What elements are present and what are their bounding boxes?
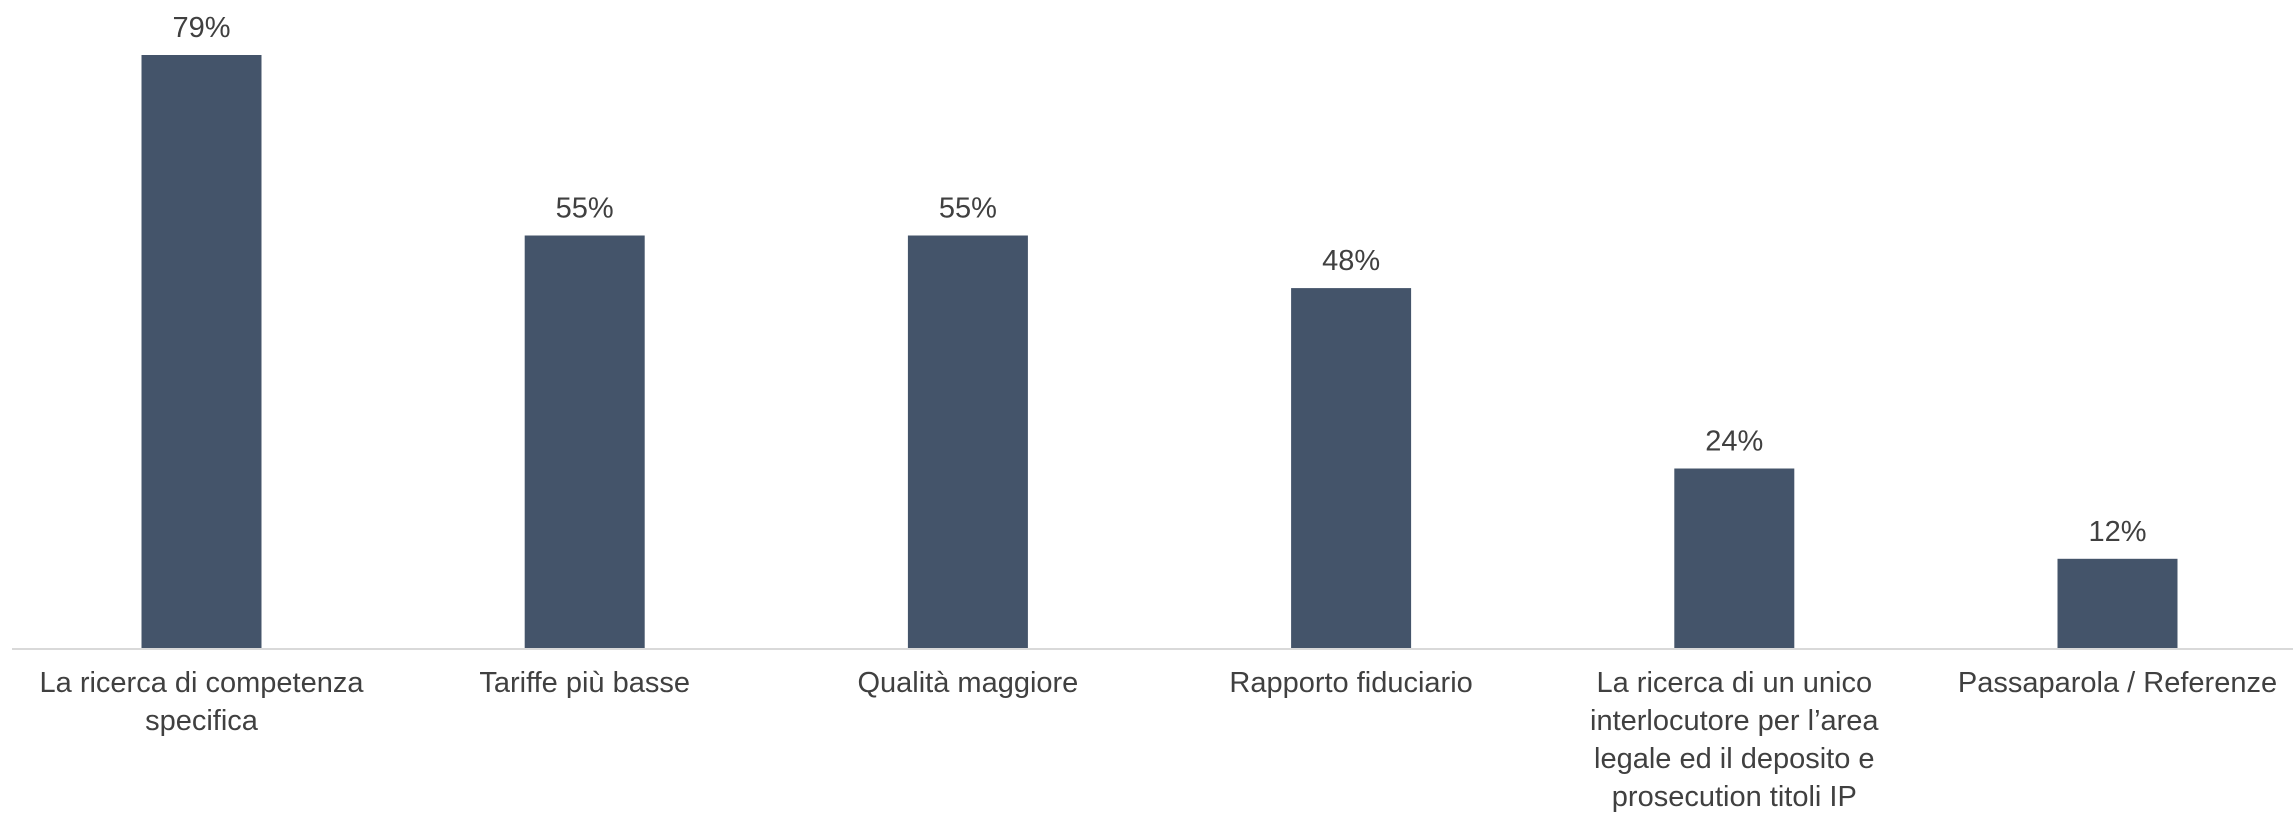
data-label-3: 55% [939, 193, 997, 225]
category-label-4: Rapporto fiduciario [1229, 667, 1472, 699]
bar-6 [2057, 558, 2178, 649]
category-label-line: La ricerca di competenza [40, 667, 365, 699]
category-label-line: Passaparola / Referenze [1958, 667, 2277, 699]
category-label-line: prosecution titoli IP [1612, 781, 1857, 813]
category-label-2: Tariffe più basse [479, 667, 690, 699]
category-labels-group: La ricerca di competenza specifica Tariffe… [40, 667, 2278, 813]
bar-2 [524, 235, 645, 649]
bar-5 [1674, 468, 1795, 649]
data-label-1: 79% [172, 12, 230, 44]
category-label-line: interlocutore per l’area [1590, 705, 1879, 737]
data-label-6: 12% [2088, 516, 2146, 548]
category-label-line: specifica [145, 705, 259, 737]
data-labels-group: 79% 55% 55% 48% 24% 12% [172, 12, 2146, 548]
category-label-line: Rapporto fiduciario [1229, 667, 1472, 699]
bar-4 [1291, 288, 1412, 649]
category-label-5: La ricerca di un unico interlocutore per … [1590, 667, 1879, 813]
category-label-6: Passaparola / Referenze [1958, 667, 2277, 699]
bar-1 [141, 55, 262, 649]
data-label-2: 55% [556, 193, 614, 225]
data-label-5: 24% [1705, 426, 1763, 458]
category-label-line: La ricerca di un unico [1596, 667, 1872, 699]
bars-group [141, 55, 2178, 649]
category-label-line: legale ed il deposito e [1594, 743, 1875, 775]
category-label-3: Qualità maggiore [857, 667, 1078, 699]
bar-3 [907, 235, 1028, 649]
data-label-4: 48% [1322, 245, 1380, 277]
category-label-line: Tariffe più basse [479, 667, 690, 699]
category-label-1: La ricerca di competenza specifica [40, 667, 365, 737]
category-label-line: Qualità maggiore [857, 667, 1078, 699]
